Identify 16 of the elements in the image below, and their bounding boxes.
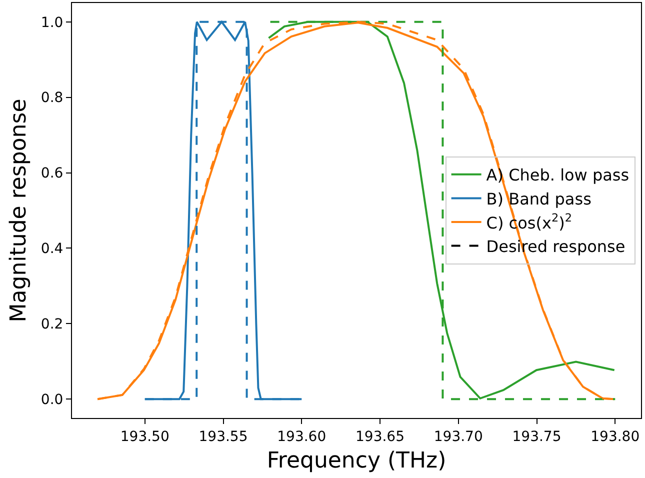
- x-tick-label: 193.70: [434, 428, 483, 445]
- y-tick-label: 0.4: [40, 241, 64, 258]
- y-tick-label: 0.8: [40, 90, 64, 106]
- x-tick-label: 193.55: [198, 428, 248, 445]
- y-tick-label: 0.6: [40, 166, 64, 182]
- y-tick-label: 1.0: [40, 14, 64, 31]
- x-axis-title: Frequency (THz): [266, 448, 446, 474]
- x-tick-label: 193.75: [512, 428, 562, 445]
- y-axis-title: Magnitude response: [6, 98, 32, 322]
- legend-label: B) Band pass: [486, 189, 592, 208]
- x-tick-label: 193.60: [277, 428, 326, 445]
- x-tick-label: 193.80: [590, 428, 640, 445]
- y-tick-label: 0.0: [40, 392, 64, 408]
- x-tick-label: 193.50: [120, 428, 170, 445]
- y-tick-label: 0.2: [40, 316, 64, 333]
- x-tick-label: 193.65: [356, 428, 405, 445]
